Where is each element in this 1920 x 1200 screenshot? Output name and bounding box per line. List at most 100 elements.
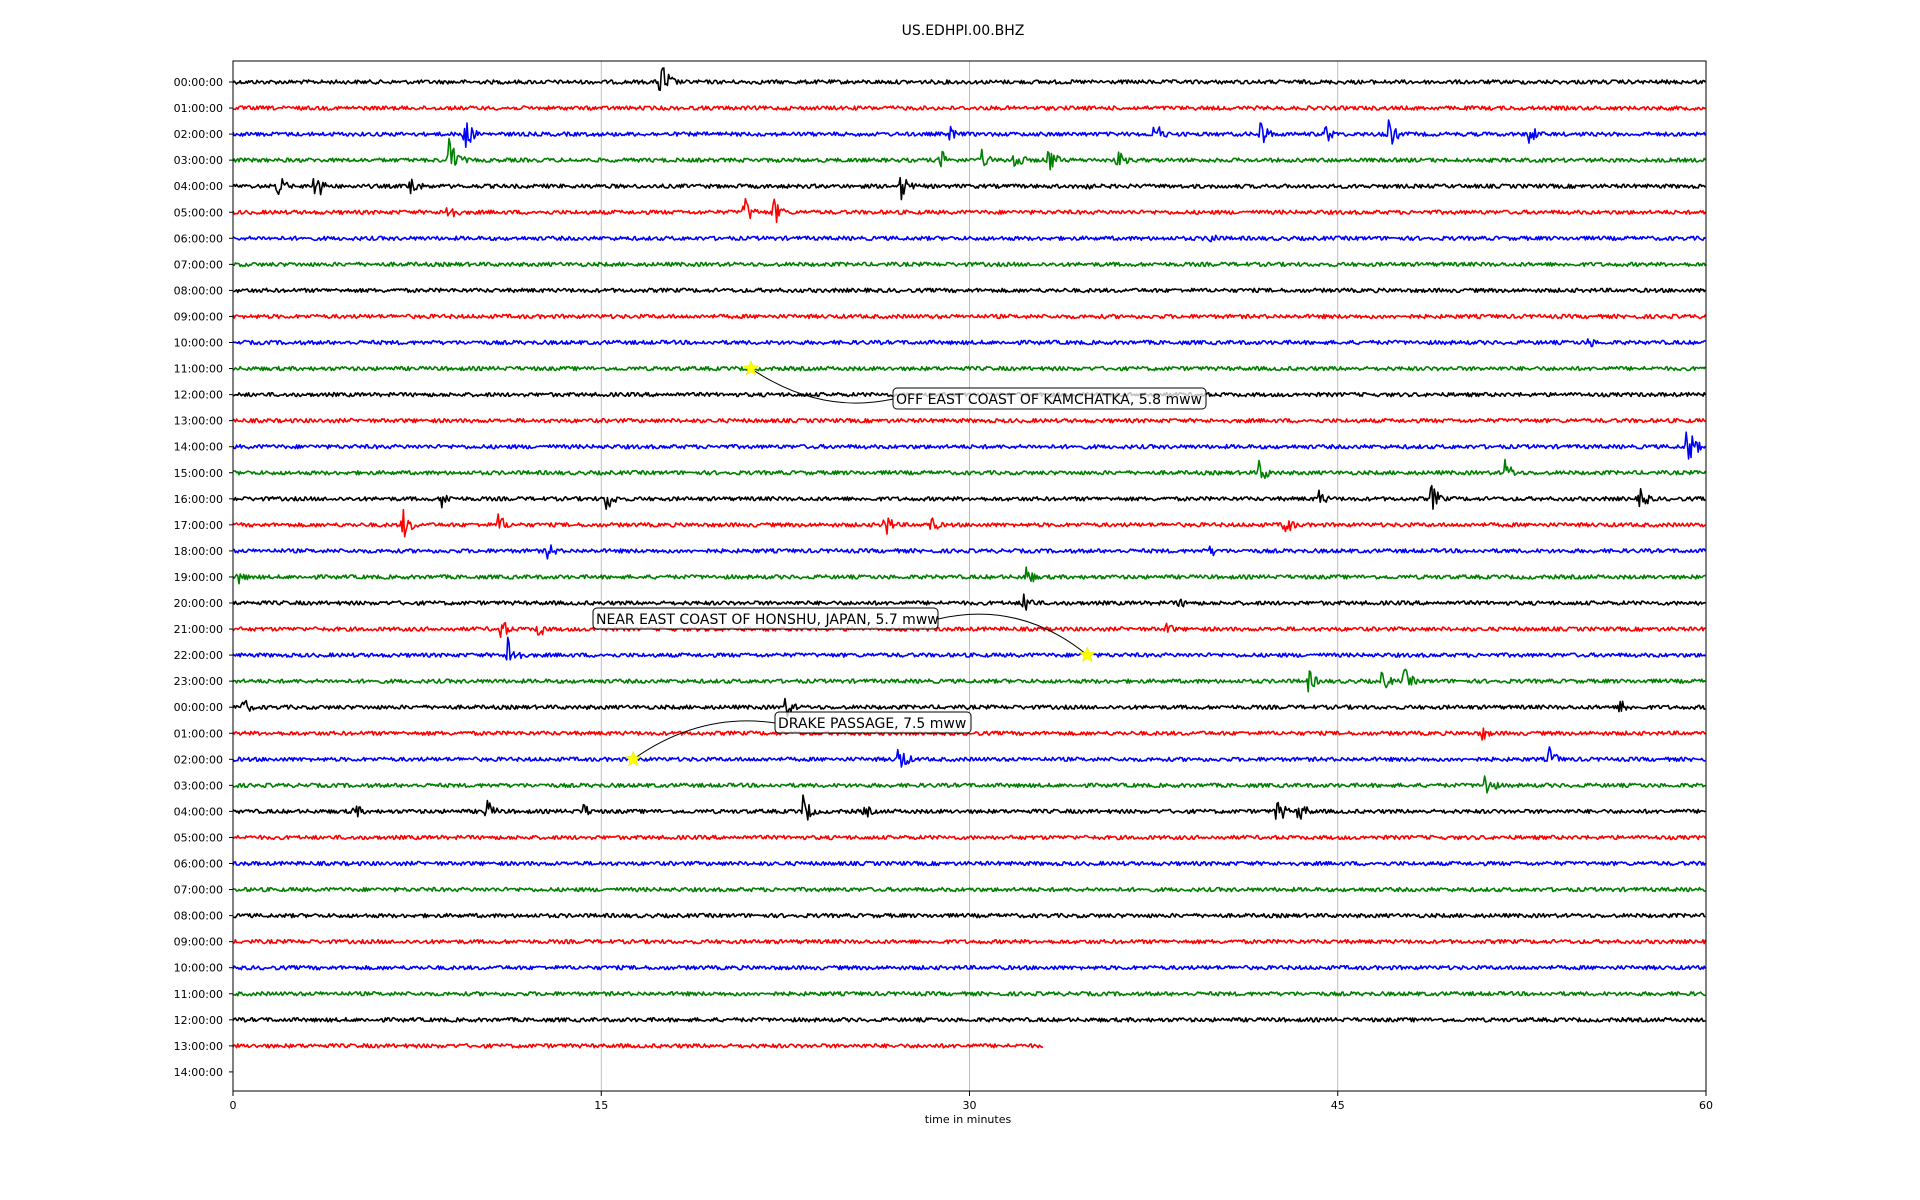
y-tick-label: 08:00:00 bbox=[174, 284, 223, 297]
y-tick-label: 12:00:00 bbox=[174, 1014, 223, 1027]
y-tick-labels: 00:00:00 01:00:00 02:00:00 03:00:00 04:00:00… bbox=[174, 76, 233, 1079]
annotation-box bbox=[774, 711, 972, 734]
annotation-box bbox=[592, 607, 939, 630]
trace-line bbox=[232, 338, 1706, 348]
trace-line bbox=[232, 860, 1707, 867]
y-tick-label: 07:00:00 bbox=[174, 258, 223, 271]
y-tick-label: 02:00:00 bbox=[174, 128, 223, 141]
y-tick-label: 17:00:00 bbox=[174, 519, 223, 532]
y-tick-label: 02:00:00 bbox=[174, 753, 223, 766]
y-tick-label: 22:00:00 bbox=[174, 649, 223, 662]
trace-line bbox=[232, 313, 1707, 320]
trace-line bbox=[232, 566, 1706, 585]
trace-line bbox=[232, 775, 1706, 794]
y-tick-label: 03:00:00 bbox=[174, 154, 223, 167]
trace-line bbox=[232, 508, 1706, 538]
y-tick-label: 19:00:00 bbox=[174, 571, 223, 584]
trace-line bbox=[232, 621, 1706, 638]
trace-line bbox=[232, 886, 1706, 893]
trace-line bbox=[232, 137, 1707, 171]
trace-line bbox=[232, 234, 1706, 243]
y-tick-label: 11:00:00 bbox=[174, 363, 223, 376]
trace-line bbox=[232, 261, 1707, 268]
trace-line bbox=[232, 287, 1707, 294]
chart-title: US.EDHPI.00.BHZ bbox=[902, 23, 1025, 39]
trace-line bbox=[232, 668, 1706, 693]
trace-line bbox=[232, 197, 1707, 224]
trace-line bbox=[232, 964, 1707, 971]
trace-line bbox=[232, 67, 1707, 91]
trace-line bbox=[232, 417, 1706, 424]
y-tick-label: 15:00:00 bbox=[174, 467, 223, 480]
event-star-marker bbox=[624, 750, 642, 767]
y-tick-label: 07:00:00 bbox=[174, 884, 223, 897]
y-tick-label: 06:00:00 bbox=[174, 858, 223, 871]
y-tick-label: 00:00:00 bbox=[174, 701, 223, 714]
y-tick-label: 23:00:00 bbox=[174, 675, 223, 688]
x-tick-label: 60 bbox=[1699, 1099, 1713, 1112]
trace-line bbox=[232, 636, 1706, 661]
y-tick-label: 06:00:00 bbox=[174, 232, 223, 245]
trace-line bbox=[232, 834, 1707, 841]
x-gridlines bbox=[600, 61, 1339, 1091]
trace-line bbox=[232, 458, 1707, 479]
y-tick-label: 00:00:00 bbox=[174, 76, 223, 89]
trace-line bbox=[232, 176, 1706, 201]
trace-line bbox=[232, 1017, 1706, 1023]
y-tick-label: 10:00:00 bbox=[174, 962, 223, 975]
trace-line bbox=[232, 746, 1706, 768]
trace-line bbox=[232, 991, 1706, 997]
trace-line bbox=[232, 727, 1707, 741]
event-annotations: OFF EAST COAST OF KAMCHATKA, 5.8 mww NEAR… bbox=[592, 359, 1207, 767]
x-tick-label: 45 bbox=[1331, 1099, 1345, 1112]
trace-line bbox=[232, 365, 1707, 372]
x-tick-label: 15 bbox=[594, 1099, 608, 1112]
annotation-label: OFF EAST COAST OF KAMCHATKA, 5.8 mww bbox=[896, 392, 1202, 408]
y-tick-label: 13:00:00 bbox=[174, 1040, 223, 1053]
y-tick-label: 12:00:00 bbox=[174, 389, 223, 402]
annotation-connector bbox=[937, 613, 1088, 656]
y-tick-label: 08:00:00 bbox=[174, 910, 223, 923]
y-tick-label: 13:00:00 bbox=[174, 415, 223, 428]
y-tick-label: 04:00:00 bbox=[174, 180, 223, 193]
y-tick-label: 20:00:00 bbox=[174, 597, 223, 610]
trace-line bbox=[232, 697, 1706, 718]
trace-rows bbox=[232, 67, 1707, 1049]
y-tick-label: 14:00:00 bbox=[174, 441, 223, 454]
y-tick-label: 09:00:00 bbox=[174, 936, 223, 949]
trace-line bbox=[232, 794, 1706, 821]
event-star-marker bbox=[742, 359, 760, 376]
y-tick-label: 14:00:00 bbox=[174, 1066, 223, 1079]
y-tick-label: 11:00:00 bbox=[174, 988, 223, 1001]
trace-line bbox=[232, 544, 1707, 560]
trace-line bbox=[232, 593, 1706, 611]
y-tick-label: 16:00:00 bbox=[174, 493, 223, 506]
y-tick-label: 01:00:00 bbox=[174, 727, 223, 740]
x-tick-label: 30 bbox=[963, 1099, 977, 1112]
trace-line bbox=[232, 484, 1706, 510]
y-tick-label: 03:00:00 bbox=[174, 779, 223, 792]
x-ticks: 0 15 30 45 60 bbox=[230, 1091, 1713, 1112]
annotation-box bbox=[892, 387, 1207, 410]
event-star-marker bbox=[1079, 646, 1096, 663]
annotation-label: NEAR EAST COAST OF HONSHU, JAPAN, 5.7 mw… bbox=[596, 612, 939, 628]
annotation-label: DRAKE PASSAGE, 7.5 mww bbox=[778, 716, 966, 732]
y-tick-label: 05:00:00 bbox=[174, 206, 223, 219]
y-tick-label: 18:00:00 bbox=[174, 545, 223, 558]
trace-line bbox=[232, 105, 1706, 111]
y-tick-label: 09:00:00 bbox=[174, 310, 223, 323]
y-tick-label: 10:00:00 bbox=[174, 337, 223, 350]
trace-line bbox=[232, 938, 1707, 945]
trace-line bbox=[232, 431, 1707, 460]
plot-frame bbox=[232, 60, 1707, 1092]
trace-line bbox=[232, 1043, 1044, 1049]
annotation-connector bbox=[632, 720, 776, 760]
y-tick-label: 05:00:00 bbox=[174, 831, 223, 844]
y-tick-label: 21:00:00 bbox=[174, 623, 223, 636]
y-tick-label: 01:00:00 bbox=[174, 102, 223, 115]
y-tick-label: 04:00:00 bbox=[174, 805, 223, 818]
trace-line bbox=[232, 119, 1707, 148]
trace-line bbox=[232, 912, 1706, 919]
x-axis-label: time in minutes bbox=[925, 1113, 1012, 1126]
